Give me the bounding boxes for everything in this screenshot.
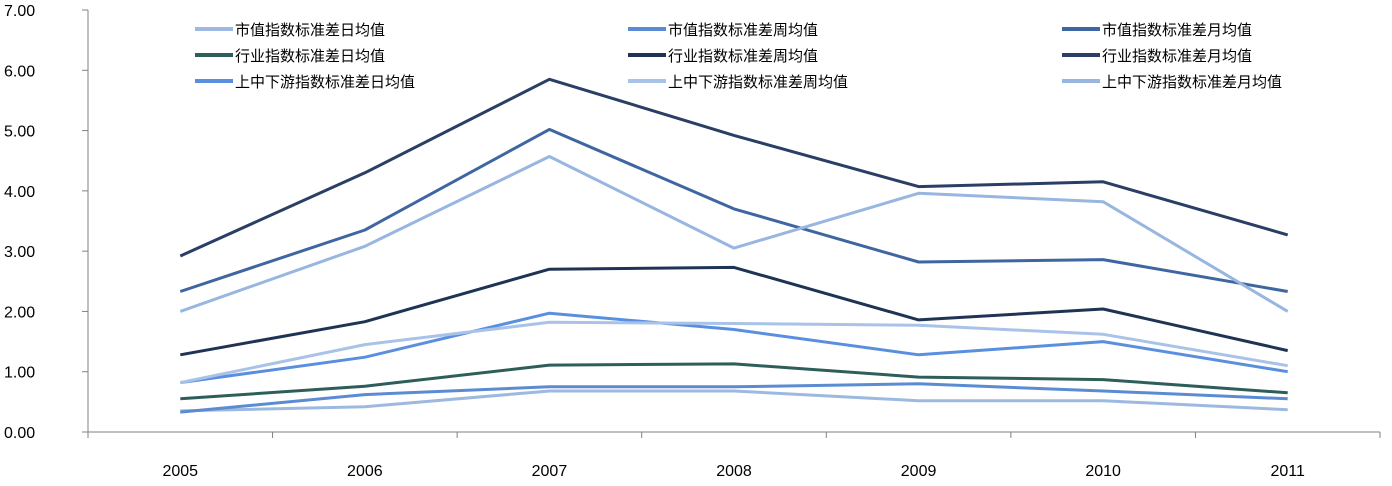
y-tick-label: 0.00 [4,425,35,442]
series-line-1 [180,389,1288,413]
legend-label: 上中下游指数标准差周均值 [668,73,848,91]
series-line-6 [179,77,1289,258]
series-line-3 [179,127,1288,293]
y-tick-label: 6.00 [4,63,35,80]
legend-label: 行业指数标准差月均值 [1102,47,1252,65]
x-tick-label: 2007 [532,463,568,480]
series-line-8 [179,320,1288,385]
y-tick-label: 1.00 [4,365,35,382]
legend-label: 市值指数标准差日均值 [235,21,385,39]
axes: 0.00 1.00 2.00 3.00 4.00 5.00 6.00 7.00 2005 2006… [4,3,1381,480]
legend-label: 行业指数标准差日均值 [235,47,385,65]
y-tick-label: 5.00 [4,124,35,141]
series-line-9 [179,155,1289,313]
y-tick-label: 7.00 [4,3,35,20]
series-line-4 [180,362,1288,401]
legend-label: 市值指数标准差周均值 [668,21,818,39]
legend-label: 上中下游指数标准差月均值 [1102,73,1282,91]
x-tick-label: 2006 [347,463,383,480]
series-line-7 [180,311,1288,385]
x-tick-label: 2009 [901,463,937,480]
y-tick-label: 4.00 [4,184,35,201]
legend-label: 行业指数标准差周均值 [668,47,818,65]
y-tick-label: 3.00 [4,244,35,261]
x-tick-label: 2011 [1271,463,1306,480]
x-tick-label: 2005 [162,463,198,480]
legend-label: 上中下游指数标准差日均值 [235,73,415,91]
y-tick-label: 2.00 [4,304,35,321]
legend-label: 市值指数标准差月均值 [1102,21,1252,39]
series-line-2 [180,382,1288,414]
series-line-5 [180,265,1289,357]
legend: 市值指数标准差日均值 市值指数标准差周均值 市值指数标准差月均值行业指数标准差日均值… [195,21,1282,91]
x-tick-label: 2008 [716,463,752,480]
series-lines [179,77,1289,414]
x-tick-label: 2010 [1085,463,1121,480]
